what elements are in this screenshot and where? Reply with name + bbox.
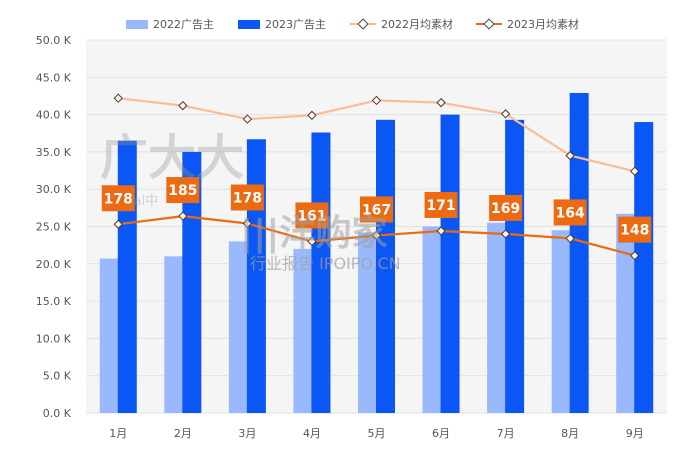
point-marker — [500, 109, 511, 119]
point-marker — [242, 218, 253, 229]
point-marker — [436, 97, 446, 108]
data-label: 178 — [233, 191, 262, 207]
legend-item-2022-materials: 2022月均素材 — [350, 16, 453, 32]
bar — [376, 119, 395, 414]
bar — [505, 119, 525, 414]
bar-series — [99, 92, 654, 414]
bar — [634, 122, 654, 413]
data-label: 169 — [491, 201, 520, 217]
y-tick-label: 10.0 K — [36, 332, 72, 345]
x-tick-label: 1月 — [109, 427, 127, 440]
legend-item-2023-materials: 2023月均素材 — [476, 16, 579, 32]
point-marker — [630, 250, 640, 261]
data-label: 185 — [168, 183, 197, 199]
y-tick-label: 5.0 K — [43, 370, 72, 383]
data-label-box — [230, 184, 264, 211]
bar — [551, 230, 571, 413]
data-label: 164 — [556, 205, 585, 221]
x-tick-label: 2月 — [174, 427, 192, 440]
point-marker — [500, 229, 511, 239]
legend-swatch — [238, 19, 260, 29]
x-tick-label: 7月 — [497, 427, 515, 440]
y-tick-label: 20.0 K — [36, 258, 72, 271]
point-marker — [371, 95, 382, 106]
x-tick-label: 4月 — [303, 427, 321, 440]
data-label: 171 — [426, 198, 455, 214]
bar — [164, 256, 184, 413]
x-tick-label: 8月 — [561, 427, 579, 440]
legend: 2022广告主 2023广告主 2022月均素材 2023月均素材 — [0, 16, 691, 36]
point-marker — [307, 110, 317, 121]
bar — [440, 114, 460, 413]
bar — [311, 132, 331, 413]
x-tick-label: 9月 — [626, 427, 644, 440]
point-marker — [436, 226, 446, 236]
bar — [228, 241, 248, 413]
data-label-box — [101, 185, 135, 212]
point-marker — [178, 100, 188, 111]
x-tick-label: 6月 — [432, 427, 450, 440]
legend-label: 2023广告主 — [265, 18, 326, 31]
point-marker — [178, 211, 188, 221]
data-label-box — [618, 216, 652, 243]
data-label: 161 — [297, 208, 326, 224]
y-tick-label: 30.0 K — [36, 183, 72, 196]
y-tick-label: 35.0 K — [36, 146, 72, 159]
x-tick-label: 5月 — [368, 427, 386, 440]
legend-label: 2022月均素材 — [381, 18, 453, 31]
point-marker — [630, 166, 640, 177]
y-tick-label: 40.0 K — [36, 109, 72, 122]
bar — [616, 213, 636, 413]
data-label: 167 — [362, 202, 391, 218]
data-label-box — [553, 199, 587, 226]
point-marker — [371, 230, 382, 241]
bar — [569, 92, 589, 413]
y-tick-label: 45.0 K — [36, 71, 72, 84]
bar — [358, 232, 377, 413]
point-marker — [565, 233, 575, 244]
y-tick-label: 25.0 K — [36, 221, 72, 234]
legend-swatch — [126, 19, 148, 29]
data-label: 178 — [104, 191, 133, 207]
y-tick-label: 50.0 K — [36, 34, 72, 47]
y-tick-label: 0.0 K — [43, 407, 72, 420]
data-label-box — [489, 194, 523, 221]
y-axis: 0.0 K 5.0 K 10.0 K 15.0 K 20.0 K 25.0 K 30.0 K… — [36, 34, 72, 420]
point-marker — [565, 150, 575, 161]
point-marker — [113, 219, 123, 229]
legend-label: 2023月均素材 — [507, 18, 579, 31]
legend-item-2022-advertisers: 2022广告主 — [126, 16, 214, 32]
bar — [99, 258, 119, 413]
legend-swatch — [476, 19, 502, 29]
bar — [117, 140, 137, 413]
data-label-box — [360, 196, 393, 223]
point-marker — [242, 114, 253, 124]
point-marker — [113, 93, 123, 103]
bar — [422, 226, 442, 413]
line-series — [113, 93, 640, 261]
data-labels: 178 185 178 161 167 171 169 164 148 — [101, 177, 652, 243]
bar — [246, 139, 266, 413]
data-label-box — [424, 191, 458, 218]
y-tick-label: 15.0 K — [36, 295, 72, 308]
x-axis: 1月 2月 3月 4月 5月 6月 7月 8月 9月 — [109, 427, 643, 440]
legend-swatch — [350, 19, 376, 29]
data-label-box — [295, 202, 329, 229]
point-marker — [307, 236, 317, 247]
x-tick-label: 3月 — [238, 427, 256, 440]
data-label: 148 — [620, 223, 649, 239]
bar — [293, 248, 313, 413]
bar — [487, 222, 507, 413]
legend-label: 2022广告主 — [153, 18, 214, 31]
legend-item-2023-advertisers: 2023广告主 — [238, 16, 326, 32]
data-label-box — [166, 177, 200, 204]
